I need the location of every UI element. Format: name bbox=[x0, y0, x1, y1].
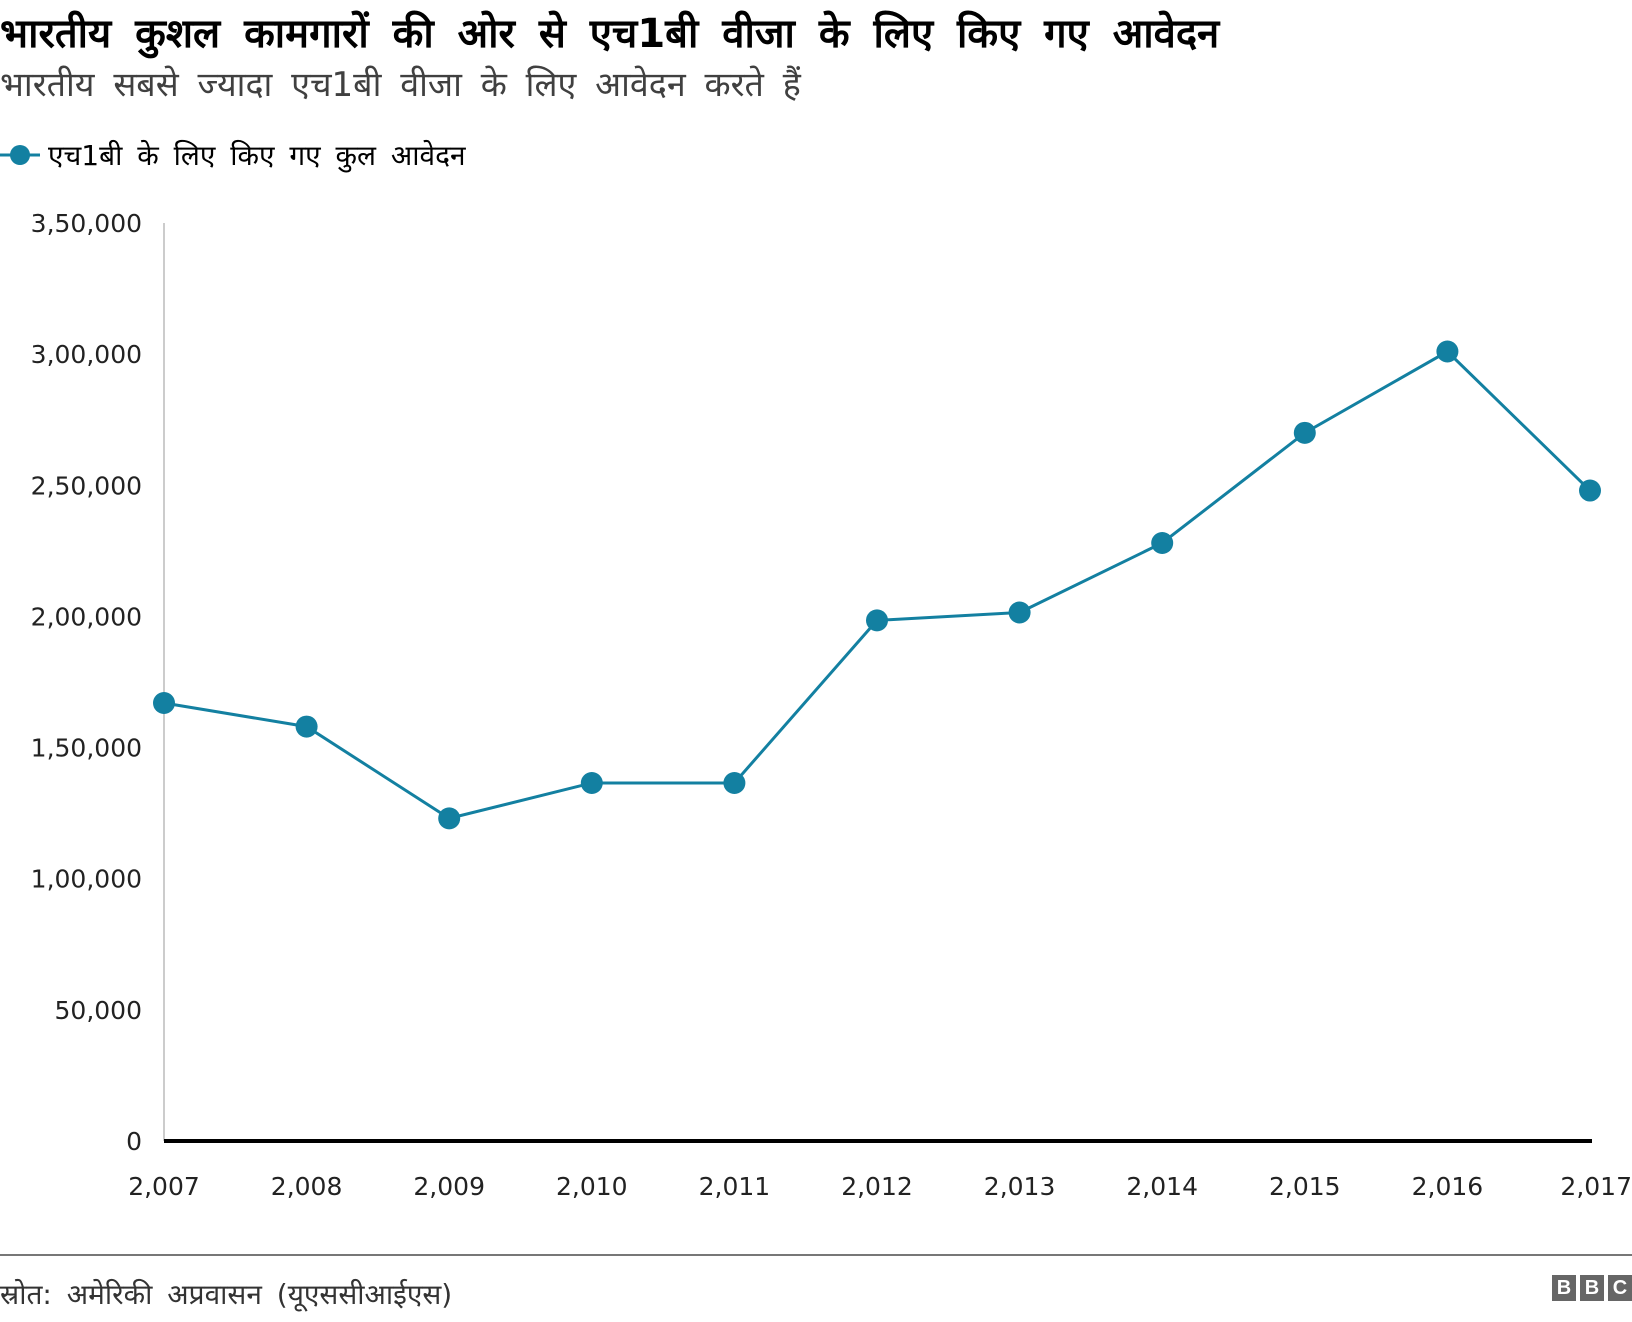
legend-label: एच1बी के लिए किए गए कुल आवेदन bbox=[48, 139, 466, 172]
line-chart: 0 50,000 1,00,000 1,50,000 2,00,000 2,50,000 3… bbox=[31, 209, 1632, 1201]
x-tick-label: 2,012 bbox=[841, 1172, 913, 1201]
data-point-2014[interactable] bbox=[1151, 531, 1174, 554]
data-point-2013[interactable] bbox=[1008, 601, 1031, 624]
data-point-2009[interactable] bbox=[438, 807, 461, 830]
x-tick-label: 2,017 bbox=[1560, 1172, 1632, 1201]
data-point-2011[interactable] bbox=[723, 771, 746, 794]
bbc-logo-b1: B bbox=[1552, 1275, 1576, 1301]
y-tick-label: 3,00,000 bbox=[31, 340, 142, 369]
x-tick-label: 2,016 bbox=[1412, 1172, 1484, 1201]
chart-subtitle: भारतीय सबसे ज्यादा एच1बी वीजा के लिए आवे… bbox=[0, 65, 801, 105]
legend: एच1बी के लिए किए गए कुल आवेदन bbox=[0, 136, 466, 174]
x-tick-label: 2,013 bbox=[984, 1172, 1056, 1201]
y-tick-label: 2,50,000 bbox=[31, 471, 142, 500]
bbc-logo-c: C bbox=[1608, 1275, 1632, 1301]
y-tick-label: 2,00,000 bbox=[31, 602, 142, 631]
x-tick-label: 2,011 bbox=[699, 1172, 771, 1201]
data-point-2007[interactable] bbox=[153, 691, 175, 714]
y-tick-label: 0 bbox=[126, 1127, 142, 1156]
data-point-2017[interactable] bbox=[1579, 479, 1601, 502]
y-tick-label: 50,000 bbox=[55, 996, 142, 1025]
y-tick-label: 3,50,000 bbox=[31, 209, 142, 238]
y-tick-label: 1,50,000 bbox=[31, 734, 142, 763]
chart-title: भारतीय कुशल कामगारों की ओर से एच1बी वीजा… bbox=[0, 11, 1220, 57]
bbc-logo: B B C bbox=[1552, 1275, 1632, 1301]
data-point-2010[interactable] bbox=[580, 771, 603, 794]
data-point-2016[interactable] bbox=[1436, 340, 1459, 363]
x-tick-label: 2,007 bbox=[128, 1172, 200, 1201]
x-tick-label: 2,008 bbox=[271, 1172, 343, 1201]
bbc-logo-b2: B bbox=[1580, 1275, 1604, 1301]
x-tick-label: 2,009 bbox=[413, 1172, 485, 1201]
y-tick-label: 1,00,000 bbox=[31, 865, 142, 894]
legend-marker-icon bbox=[0, 145, 40, 165]
source-text: स्रोत: अमेरिकी अप्रवासन (यूएससीआईएस) bbox=[0, 1278, 453, 1311]
x-tick-label: 2,010 bbox=[556, 1172, 628, 1201]
data-point-2015[interactable] bbox=[1293, 421, 1316, 444]
x-tick-label: 2,015 bbox=[1269, 1172, 1341, 1201]
data-point-2008[interactable] bbox=[295, 715, 318, 738]
x-tick-label: 2,014 bbox=[1126, 1172, 1198, 1201]
series-line bbox=[163, 349, 1592, 821]
footer-divider bbox=[0, 1254, 1632, 1256]
data-point-2012[interactable] bbox=[866, 609, 888, 632]
